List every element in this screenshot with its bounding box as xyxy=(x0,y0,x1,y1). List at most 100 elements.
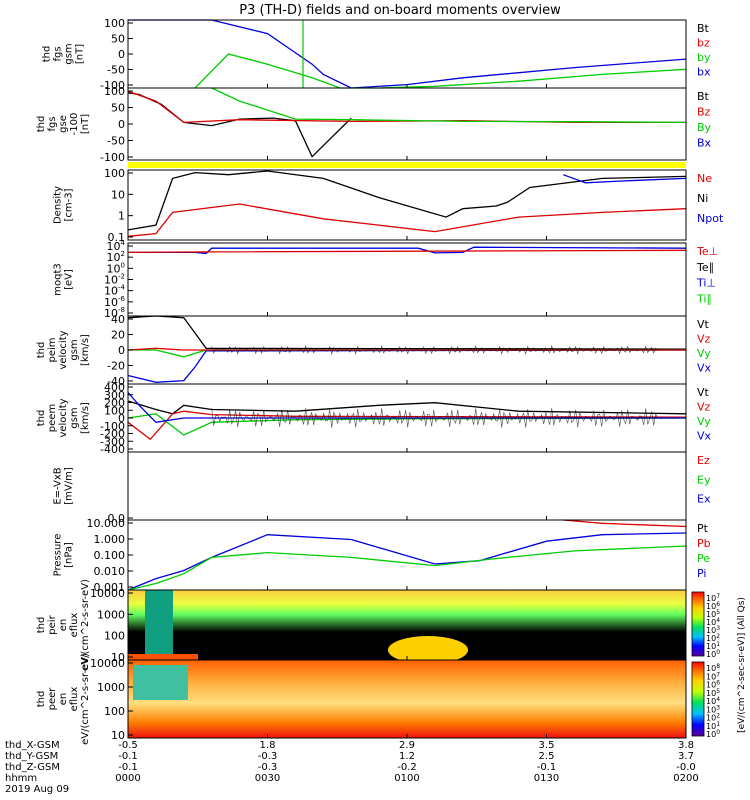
y-axis-label-line: thd xyxy=(36,691,47,708)
series-line-Ti⊥ xyxy=(128,246,687,255)
y-axis-label-line: peem xyxy=(47,404,58,432)
electron-spectrogram-early-block xyxy=(133,665,188,700)
colorbar-tick-exponent: 7 xyxy=(716,593,720,600)
legend-entry: Te∥ xyxy=(696,261,714,274)
ephemeris-value: 0200 xyxy=(673,773,698,784)
series-line-Pi xyxy=(127,532,687,591)
colorbar-tick-label: 108 xyxy=(706,663,720,673)
ephemeris-value: -0.3 xyxy=(258,751,278,762)
y-axis-label: thd fgs gsm [nT] xyxy=(42,43,86,64)
colorbar-tick-exponent: 3 xyxy=(716,704,720,711)
y-tick-label: -50 xyxy=(107,64,125,77)
panel-frame xyxy=(127,451,687,521)
legend-entry: Vt xyxy=(697,386,710,399)
ephemeris-value: 0130 xyxy=(534,773,559,784)
y-tick-label: 50 xyxy=(111,33,125,46)
colorbar-2 xyxy=(691,661,705,737)
y-tick-label: 1000 xyxy=(97,681,125,694)
y-axis-label-line: en xyxy=(58,693,69,706)
colorbar-tick-label: 102 xyxy=(706,633,720,643)
legend-entry: Te⊥ xyxy=(696,245,718,258)
y-axis-label-line: thd xyxy=(36,410,47,427)
y-tick-label: 10000 xyxy=(90,657,125,670)
series-line-Vt xyxy=(127,400,687,415)
y-tick-label: 40 xyxy=(111,313,125,326)
y-axis-label: Pressure [nPa] xyxy=(53,534,75,577)
legend-entry: By xyxy=(697,121,712,134)
date-label: 2019 Aug 09 xyxy=(5,784,69,795)
noise-trace xyxy=(211,408,658,428)
colorbar-tick-exponent: 1 xyxy=(716,641,720,648)
legend-entry: Vx xyxy=(697,362,712,375)
ephemeris-value: -0.3 xyxy=(258,762,278,773)
colorbar-tick-exponent: 0 xyxy=(716,729,720,736)
y-tick-label: 0.010 xyxy=(94,565,126,578)
y-axis-label-line: gse xyxy=(58,115,69,133)
ephemeris-value: -0.5 xyxy=(118,740,138,751)
legend-entry: Vy xyxy=(697,415,711,428)
legend-entry: by xyxy=(697,51,711,64)
y-tick-label: 100 xyxy=(104,630,125,643)
colorbar-tick-exponent: 4 xyxy=(716,617,720,624)
ion-spectrogram-low-energy xyxy=(128,654,198,660)
colorbar-tick-exponent: 2 xyxy=(716,713,720,720)
ephemeris-value: 2.9 xyxy=(399,740,415,751)
y-axis-label: thd peem velocity gsm [km/s] xyxy=(36,398,91,437)
y-tick-label: -200 xyxy=(100,428,125,441)
legend-entry: Vt xyxy=(697,318,710,331)
y-tick-label: 20 xyxy=(111,329,125,342)
series-line-Npot xyxy=(562,174,687,184)
ephemeris-value: 3.5 xyxy=(539,740,555,751)
colorbar-title: [eV/(cm^2-sec-sr-eV)] (All Qs) xyxy=(737,597,747,733)
ephemeris-value: 0100 xyxy=(394,773,419,784)
y-tick-label: -100 xyxy=(100,79,125,92)
series-line-Vt xyxy=(127,315,687,350)
y-tick-label: 300 xyxy=(104,389,125,402)
y-tick-label: 0 xyxy=(118,118,125,131)
y-axis-label-line: peer xyxy=(47,687,58,711)
panel-7: 0.0 E=-VxB [mV/m] Ez Ey Ex xyxy=(53,451,711,525)
y-axis-label-line: [nT] xyxy=(80,114,91,134)
panel-frame xyxy=(127,519,687,591)
y-axis-label-line: eflux xyxy=(69,687,80,712)
ephemeris-value: 0030 xyxy=(255,773,280,784)
colorbar-tick-label: 105 xyxy=(706,688,720,698)
y-axis-label-line: gsm xyxy=(64,43,75,64)
series-line-Te⊥ xyxy=(127,249,687,254)
figure-title: P3 (TH-D) fields and on-board moments ov… xyxy=(239,3,561,18)
y-tick-label: 0 xyxy=(118,412,125,425)
legend-entry: Ex xyxy=(697,493,711,506)
colorbar-1 xyxy=(691,591,705,657)
y-axis-label-line: eflux xyxy=(69,613,80,638)
y-tick-label: 100 xyxy=(104,404,125,417)
legend-entry: Bx xyxy=(697,137,712,150)
colorbar-tick-label: 106 xyxy=(706,680,720,690)
ephemeris-value: 2.5 xyxy=(539,751,555,762)
colorbar-tick-exponent: 0 xyxy=(716,649,720,656)
colorbar-tick-label: 106 xyxy=(706,601,720,611)
legend-entry: Ez xyxy=(697,454,710,467)
panel-frame xyxy=(127,87,687,161)
legend-entry: Pe xyxy=(697,552,710,565)
quality-flag-bar xyxy=(128,162,686,168)
colorbar-tick-label: 103 xyxy=(706,704,720,714)
ephemeris-value: 1.8 xyxy=(260,740,276,751)
ephemeris-value: 1.2 xyxy=(399,751,415,762)
y-tick-label: 100 xyxy=(104,167,125,180)
colorbar-tick-exponent: 8 xyxy=(716,663,720,670)
colorbar-tick-exponent: 4 xyxy=(716,696,720,703)
panel-frame xyxy=(127,169,687,241)
y-axis-label-line: fgs xyxy=(53,46,64,61)
y-axis-label-line: velocity xyxy=(58,398,69,437)
y-tick-exponent: 2 xyxy=(121,250,125,258)
legend-entry: Ey xyxy=(697,473,711,486)
colorbar-tick-exponent: 5 xyxy=(716,609,720,616)
legend-entry: Vy xyxy=(697,347,711,360)
series-line-by xyxy=(194,53,687,89)
ephemeris-value: 3.7 xyxy=(678,751,694,762)
y-tick-label: 10 xyxy=(111,188,125,201)
ion-spectrogram-hot-spot xyxy=(388,636,468,664)
